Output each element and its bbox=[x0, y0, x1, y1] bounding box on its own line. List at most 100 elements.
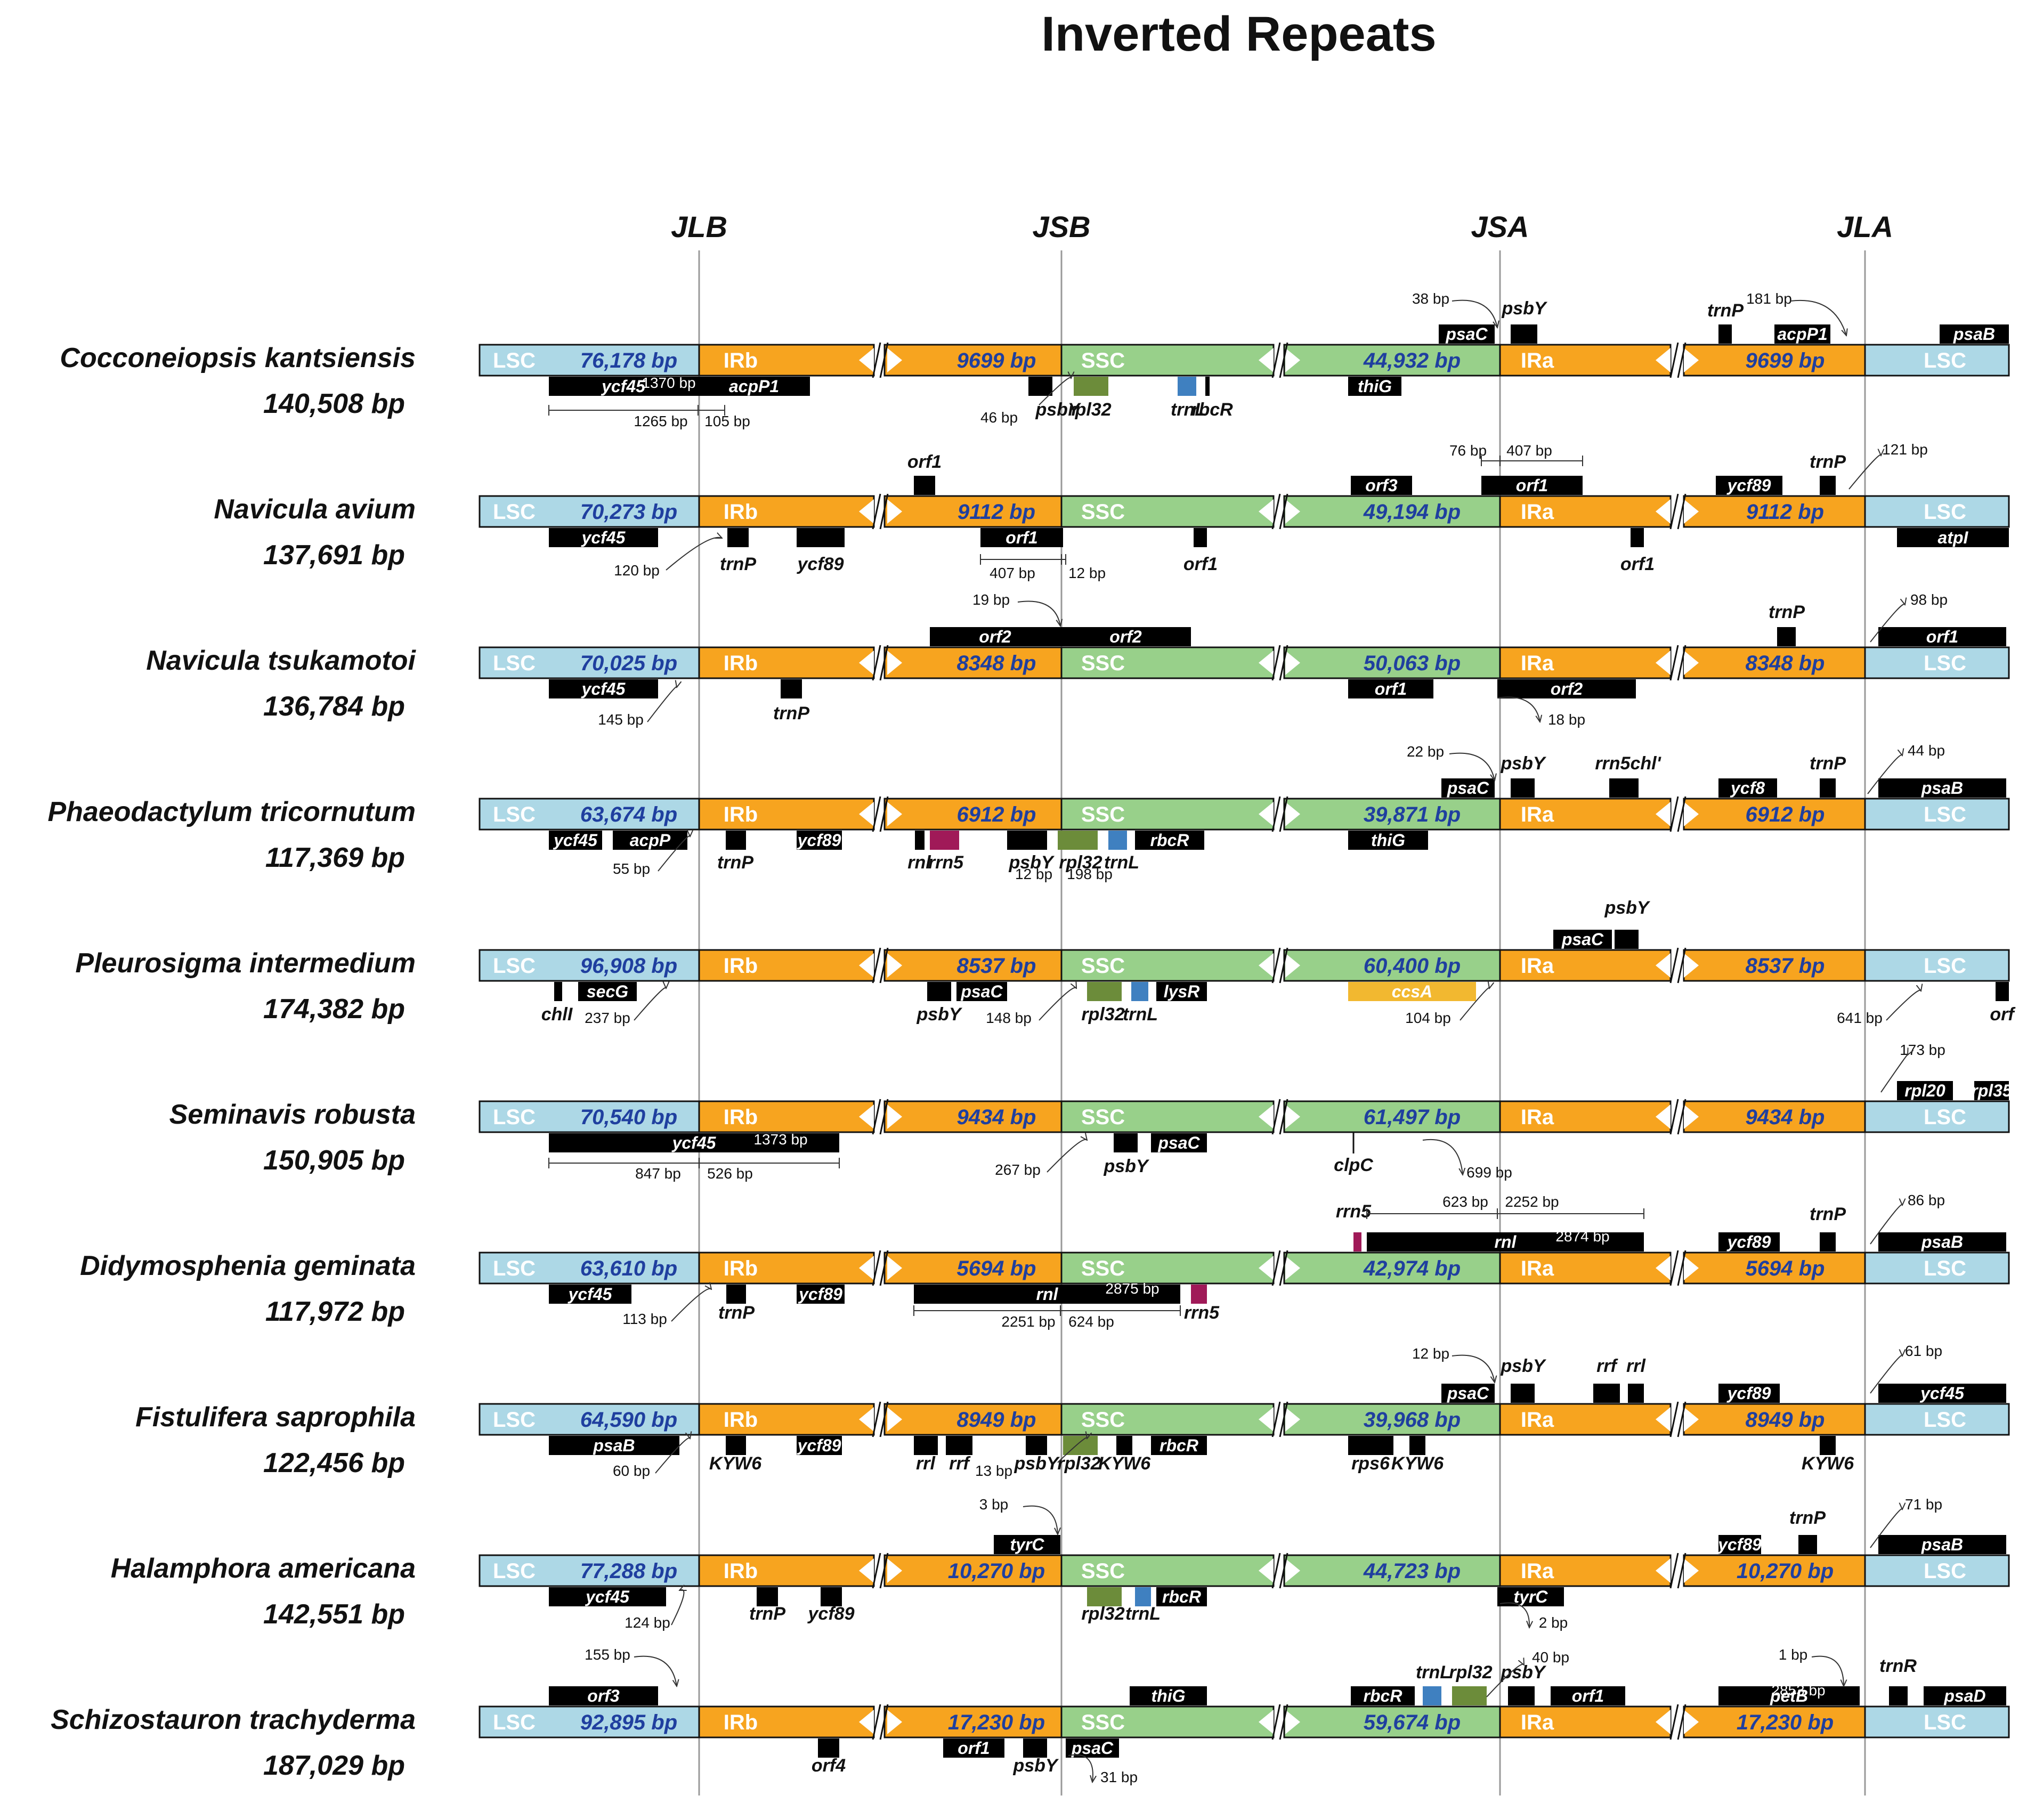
direction-arrow bbox=[1656, 499, 1671, 524]
gene-label: orf2 bbox=[1551, 679, 1583, 698]
gene-box bbox=[1511, 778, 1535, 798]
gene-box bbox=[956, 982, 1007, 1001]
break-mark bbox=[1279, 1099, 1288, 1135]
species-rows: Cocconeiopsis kantsiensis 140,508 bp LSC IR… bbox=[47, 290, 2016, 1785]
direction-arrow bbox=[1656, 1104, 1671, 1129]
break-mark bbox=[872, 1553, 881, 1589]
gene-box bbox=[1481, 476, 1583, 495]
irb-label: IRb bbox=[724, 1711, 758, 1734]
break-mark bbox=[1271, 947, 1281, 984]
irb-segment bbox=[698, 646, 875, 679]
gene-box bbox=[1135, 831, 1204, 850]
irb-segment-right bbox=[883, 344, 1063, 377]
break-mark bbox=[1677, 645, 1687, 681]
ira-label: IRa bbox=[1521, 954, 1554, 978]
gene-name: rrn5 bbox=[1336, 1201, 1372, 1222]
break-mark bbox=[1271, 493, 1281, 530]
bp-annotation: 267 bp bbox=[995, 1161, 1041, 1178]
gene-box bbox=[1348, 982, 1476, 1001]
direction-arrow bbox=[859, 1710, 874, 1734]
lsc-segment bbox=[479, 798, 700, 831]
direction-arrow bbox=[1684, 1558, 1699, 1583]
gene-box bbox=[781, 679, 802, 698]
gene-name: rrn5 bbox=[928, 852, 964, 873]
species-row: Fistulifera saprophila 122,456 bp LSC IRb SS… bbox=[135, 1343, 2010, 1479]
direction-arrow bbox=[887, 802, 902, 826]
gene-label: orf1 bbox=[958, 1738, 990, 1758]
gene-label: tyrC bbox=[1010, 1535, 1044, 1554]
distance-arrow bbox=[647, 687, 677, 722]
gene-box bbox=[1131, 982, 1148, 1001]
lsc-label: LSC bbox=[1924, 1559, 1966, 1583]
gene-box bbox=[980, 528, 1063, 547]
distance-arrow bbox=[1870, 604, 1905, 643]
gene-name: ycf89 bbox=[807, 1604, 855, 1624]
lsc-segment-right bbox=[1864, 1100, 2010, 1133]
gene-name: psbY bbox=[916, 1004, 962, 1025]
gene-label: ycf45 bbox=[567, 1285, 613, 1304]
break-mark bbox=[1669, 342, 1679, 378]
break-mark bbox=[879, 1553, 889, 1589]
bp-annotation: 1370 bp bbox=[642, 375, 695, 391]
gene-box bbox=[726, 1436, 746, 1455]
ssc-segment bbox=[1060, 798, 1275, 831]
gene-name: trnL bbox=[1171, 400, 1206, 420]
gene-box bbox=[1351, 476, 1412, 495]
gene-name: orf bbox=[1990, 1004, 2016, 1025]
gene-box bbox=[1820, 778, 1836, 798]
ira-label: IRa bbox=[1521, 1711, 1554, 1734]
direction-arrow bbox=[887, 1407, 902, 1432]
gene-label: atpI bbox=[1938, 528, 1969, 547]
genome-size: 117,369 bp bbox=[265, 842, 405, 873]
gene-box bbox=[1551, 1686, 1625, 1705]
break-mark bbox=[1279, 947, 1288, 984]
gene-box bbox=[818, 1738, 839, 1758]
direction-arrow bbox=[1285, 1710, 1300, 1734]
direction-arrow bbox=[1259, 499, 1274, 524]
gene-label: orf3 bbox=[1365, 476, 1398, 495]
gene-box bbox=[727, 528, 749, 547]
lsc-label: LSC bbox=[1924, 500, 1966, 524]
ira-segment bbox=[1499, 495, 1672, 528]
break-mark bbox=[1271, 1553, 1281, 1589]
lsc-length: 92,895 bp bbox=[580, 1711, 677, 1734]
gene-box bbox=[549, 679, 658, 698]
gene-box bbox=[549, 1587, 666, 1606]
bp-annotation: 40 bp bbox=[1532, 1649, 1569, 1665]
gene-name: trnP bbox=[1810, 753, 1846, 774]
ira-length: 17,230 bp bbox=[1737, 1711, 1834, 1734]
gene-box bbox=[1511, 1384, 1535, 1403]
gene-name: trnP bbox=[1707, 300, 1744, 321]
gene-box bbox=[1156, 1587, 1207, 1606]
gene-box bbox=[613, 831, 687, 850]
gene-name: trnL bbox=[1104, 852, 1139, 873]
gene-name: psbY bbox=[1103, 1156, 1149, 1176]
direction-arrow bbox=[1259, 651, 1274, 675]
ira-length: 6912 bp bbox=[1746, 803, 1825, 826]
irb-label: IRb bbox=[724, 803, 758, 826]
gene-name: rrf bbox=[949, 1453, 971, 1474]
gene-box bbox=[1718, 1384, 1780, 1403]
gene-box bbox=[1878, 778, 2006, 798]
gene-box bbox=[1718, 324, 1732, 344]
distance-arrow bbox=[671, 1289, 711, 1322]
break-mark bbox=[872, 1704, 881, 1740]
gene-box bbox=[1135, 1587, 1151, 1606]
ssc-label: SSC bbox=[1081, 1106, 1125, 1129]
gene-name: rrl bbox=[916, 1453, 936, 1474]
break-mark bbox=[872, 1401, 881, 1437]
distance-arrow bbox=[1870, 1509, 1902, 1548]
direction-arrow bbox=[887, 1256, 902, 1280]
gene-box bbox=[1820, 476, 1836, 495]
direction-arrow bbox=[859, 802, 874, 826]
gene-box bbox=[1940, 324, 2009, 344]
irb-segment bbox=[698, 1252, 875, 1285]
species-name: Phaeodactylum tricornutum bbox=[47, 797, 416, 827]
bp-annotation: 181 bp bbox=[1746, 290, 1792, 307]
ssc-length: 61,497 bp bbox=[1364, 1106, 1461, 1129]
gene-box bbox=[549, 1436, 679, 1455]
lsc-label: LSC bbox=[493, 500, 536, 524]
irb-segment-right bbox=[883, 1403, 1063, 1436]
distance-arrow bbox=[634, 988, 666, 1021]
gene-name: rpl32 bbox=[1068, 400, 1111, 420]
